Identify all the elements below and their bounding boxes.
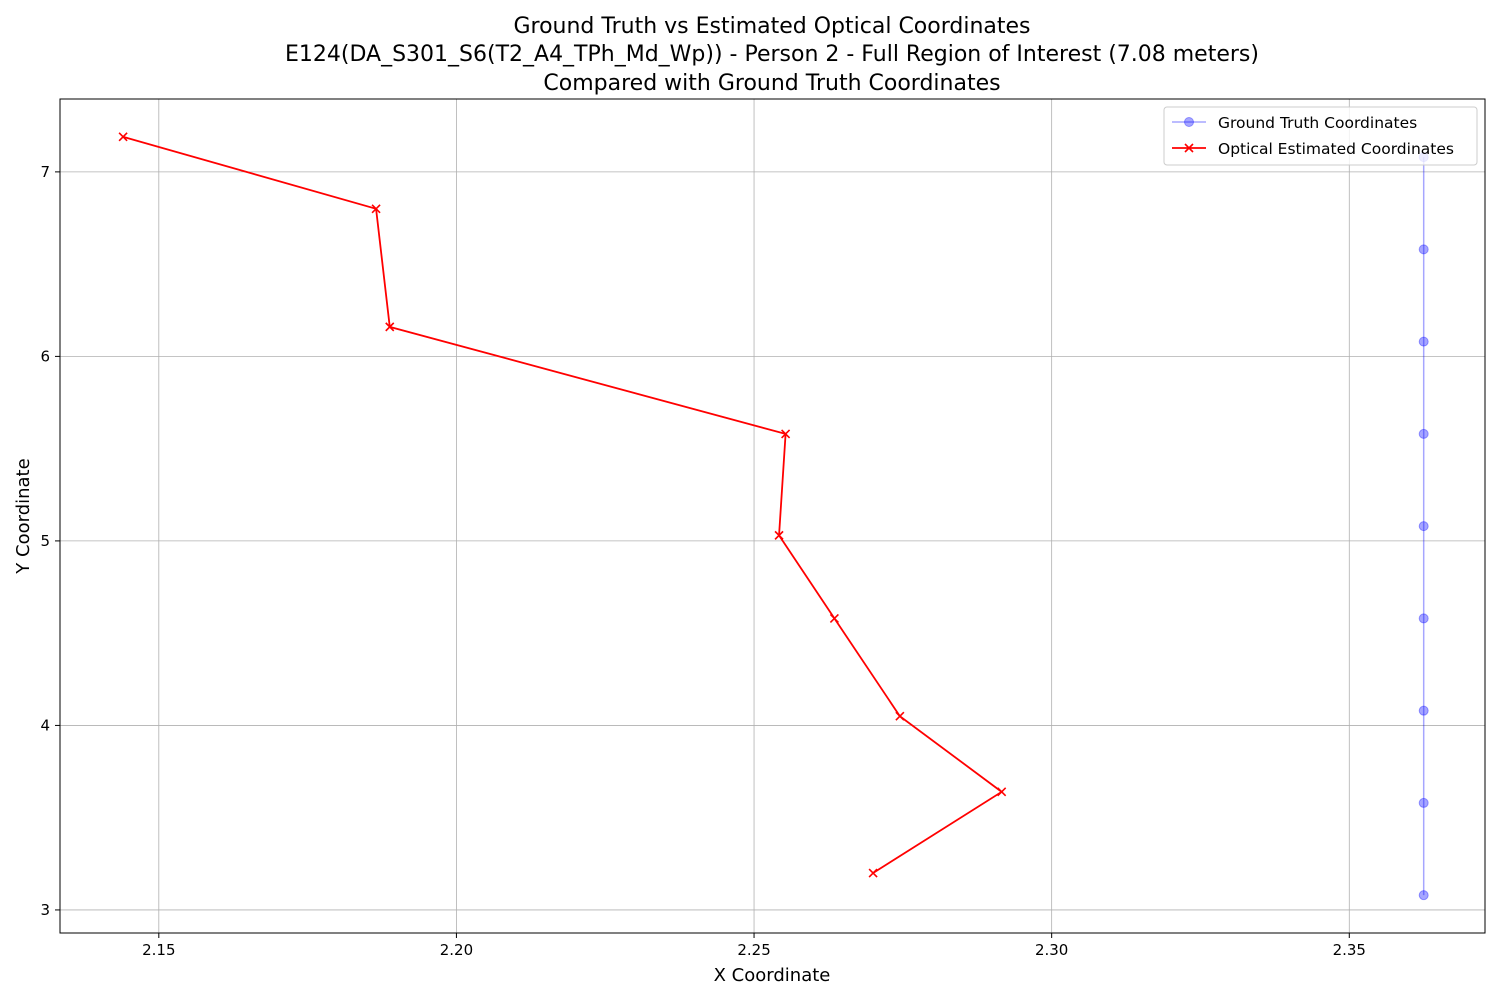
ground-truth-point [1418, 521, 1429, 532]
x-axis-ticks: 2.15 2.20 2.25 2.30 2.35 [142, 933, 1366, 959]
optical-estimated-point [118, 132, 128, 142]
x-tick-label: 2.35 [1333, 941, 1366, 959]
chart-title-line-2: E124(DA_S301_S6(T2_A4_TPh_Md_Wp)) - Pers… [285, 42, 1259, 67]
legend-optical-marker [1184, 143, 1194, 153]
legend-optical-label: Optical Estimated Coordinates [1218, 140, 1454, 158]
plot-frame [59, 98, 1486, 934]
chart-title: Ground Truth vs Estimated Optical Coordi… [285, 14, 1259, 96]
ground-truth-point [1418, 705, 1429, 716]
ground-truth-point [1418, 244, 1429, 255]
ground-truth-point [1418, 336, 1429, 347]
chart-title-line-3: Compared with Ground Truth Coordinates [543, 71, 1000, 96]
y-tick-label: 3 [40, 901, 50, 919]
optical-estimated-point [895, 711, 905, 721]
legend-frame [1163, 106, 1478, 166]
y-axis-label: Y Coordinate [13, 458, 34, 574]
optical-estimated-point [385, 322, 395, 332]
ground-truth-point [1418, 797, 1429, 808]
legend-ground-truth-label: Ground Truth Coordinates [1218, 114, 1417, 132]
chart-title-line-1: Ground Truth vs Estimated Optical Coordi… [513, 14, 1030, 39]
legend: Ground Truth Coordinates Optical Estimat… [1163, 106, 1478, 166]
x-axis-label: X Coordinate [714, 965, 831, 986]
optical-estimated-point [829, 613, 839, 623]
x-tick-label: 2.25 [737, 941, 770, 959]
y-tick-label: 5 [40, 532, 50, 550]
x-tick-label: 2.15 [142, 941, 175, 959]
ground-truth-point [1418, 890, 1429, 901]
plot-area [118, 132, 1429, 901]
grid-lines [60, 99, 1485, 933]
ground-truth-point [1418, 613, 1429, 624]
optical-estimated-point [868, 868, 878, 878]
optical-estimated-point [774, 530, 784, 540]
optical-estimated-series-line [122, 135, 1004, 874]
ground-truth-point [1418, 428, 1429, 439]
x-tick-label: 2.20 [440, 941, 473, 959]
optical-estimated-point [781, 429, 791, 439]
y-tick-label: 6 [40, 347, 50, 365]
legend-ground-truth-marker [1184, 117, 1194, 127]
y-tick-label: 7 [40, 163, 50, 181]
optical-estimated-point [997, 787, 1007, 797]
optical-estimated-point [371, 204, 381, 214]
y-axis-ticks: 3 4 5 6 7 [40, 163, 60, 919]
x-tick-label: 2.30 [1035, 941, 1068, 959]
y-tick-label: 4 [40, 716, 50, 734]
